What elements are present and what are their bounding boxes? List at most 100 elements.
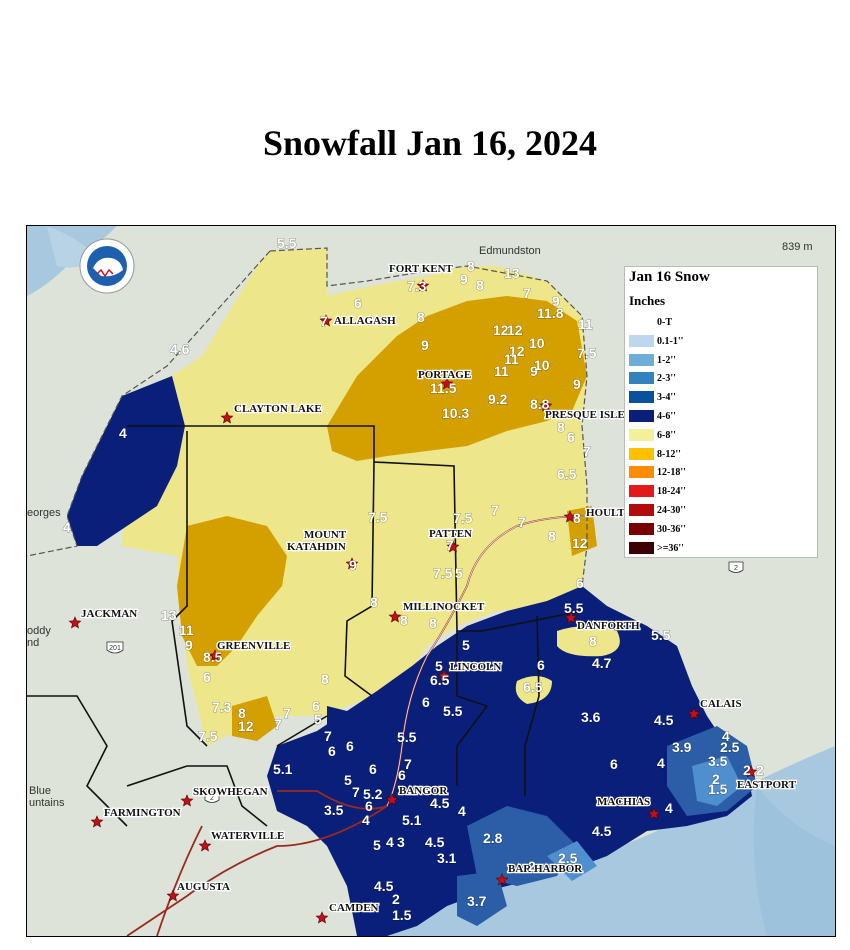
legend-swatch [629,410,654,422]
snow-value-label: 6 [537,657,545,673]
legend-item: 4-6'' [629,409,815,424]
city-label: PORTAGE [418,369,471,381]
snow-value-label: 8 [429,615,437,631]
snow-value-label: 7 [404,756,412,772]
county-boundaries [27,425,583,827]
city-star-icon [319,314,333,327]
snow-value-label: 6 [576,575,584,591]
snow-value-label: 8 [417,309,425,325]
base-map-label: untains [29,797,65,809]
borders [27,247,588,587]
legend-label: 8-12'' [657,448,681,460]
snow-value-label: 7.5 [453,510,473,526]
city-label: HOULT [586,507,625,519]
snow-value-label: 1.5 [708,781,728,797]
snow-value-label: 11 [179,622,194,638]
legend-swatch [629,334,654,347]
snow-value-label: 9 [185,637,193,653]
snow-value-label: 13 [161,607,177,623]
city-star-icon [440,377,454,390]
snow-value-label: 8 [370,594,378,610]
snow-value-label: 2.5 [720,739,740,755]
snow-value-label: 6.5 [523,679,543,695]
snow-zone-6-8-danforth [557,626,620,657]
city-label: MOUNT [304,529,347,541]
snow-value-label: 7 [583,443,591,459]
snow-value-label: 5 [344,772,352,788]
snow-value-label: 3.9 [672,739,692,755]
snow-value-label: 3.5 [324,802,344,818]
legend-swatch [629,428,654,441]
legend-swatch [629,522,654,535]
snow-value-label: 5.5 [277,235,297,251]
base-map-label: nd [27,637,39,649]
city-star-icon [345,557,359,570]
city-star-icon [385,793,399,806]
snow-value-label: 9 [552,293,560,309]
snow-value-label: 5 [435,658,443,674]
snow-value-label: 6.5 [430,672,450,688]
snow-value-label: 7 [523,285,531,301]
legend-item: 6-8'' [629,428,815,443]
snow-value-label: 6 [328,743,336,759]
snow-zone-4-6-west [67,376,185,546]
snow-value-label: 12 [493,322,509,338]
legend-label: 4-6'' [657,411,676,422]
snow-value-label: 7 [320,313,328,329]
snow-value-label: 5 [373,837,381,853]
city-star-icon [647,807,661,820]
snow-value-label: 4.5 [430,795,450,811]
snow-value-label: 11 [578,316,593,332]
snow-value-label: 11.5 [430,380,457,396]
snow-zone-8-12-south [232,696,277,741]
city-label: ALLAGASH [334,315,396,327]
city-star-icon [198,839,212,852]
snow-value-label: 9 [349,557,357,573]
base-map-label: eorges [27,507,61,519]
snow-value-label: 2 [756,762,764,778]
legend-title: Jan 16 Snow [629,269,710,285]
snow-zone-3-4-mdi [457,871,507,926]
legend-item: 12-18'' [629,465,815,480]
snow-value-label: 4 [722,728,730,744]
legend-item: 1-2'' [629,353,815,368]
snow-value-label: 6 [203,669,211,685]
snow-value-label: 3.6 [581,709,601,725]
snow-value-label: 10 [529,335,545,351]
snow-zone-8-12-north [327,296,587,461]
snow-value-label: 6.5 [557,466,577,482]
legend-label: 6-8'' [657,429,676,441]
snow-value-label: 7 [274,716,282,732]
svg-text:2: 2 [734,565,738,572]
snow-value-label: 5.5 [564,600,584,616]
legend-label: 18-24'' [657,486,686,498]
snow-value-label: 7 [518,514,526,530]
legend-label: 12-18'' [657,467,686,479]
snow-value-label: 12 [238,718,254,734]
snow-zone-8-12-houlton [567,506,597,556]
city-star-icon [180,794,194,807]
legend-label: 3-4'' [657,392,676,404]
snow-value-label: 10.3 [442,405,469,421]
snow-value-label: 12 [572,535,588,551]
legend-swatch [629,316,654,328]
svg-text:201: 201 [109,645,121,652]
city-label: CALAIS [700,698,742,710]
snow-value-label: 2 [528,858,536,874]
snow-value-label: 3.5 [708,753,728,769]
snow-value-label: 4.5 [374,878,394,894]
snow-value-label: 5.1 [402,812,422,828]
snow-value-label: 6 [369,761,377,777]
snow-value-label: 4.5 [425,834,445,850]
snowfall-map[interactable]: 201 2 2 Edmundston 839 m eorges Blue untains… [26,225,836,937]
snow-value-label: 7.3 [407,278,427,294]
legend-label: 24-30'' [657,505,686,516]
snow-value-label: 6 [365,798,373,814]
legend-item: 24-30'' [629,503,815,518]
base-map-label: Blue [29,785,51,797]
legend-item: >=36'' [629,541,815,556]
snow-value-label: 2 [712,771,720,787]
snow-value-label: 4.5 [592,823,612,839]
city-star-icon [446,540,460,553]
